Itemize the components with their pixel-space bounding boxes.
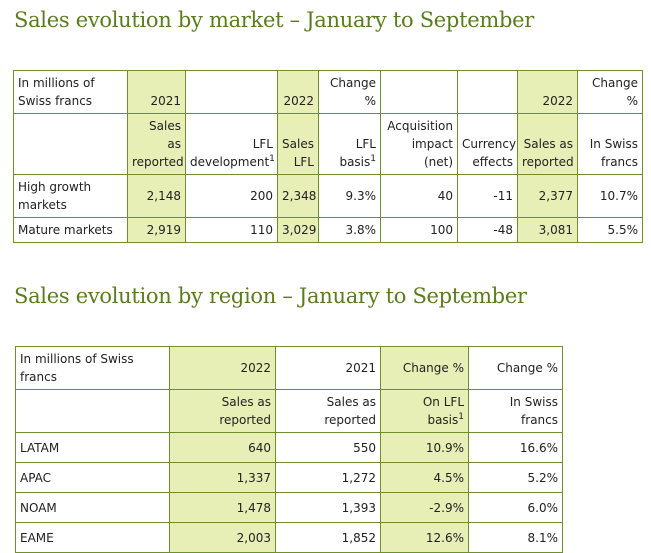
header-cell: 2022	[169, 346, 276, 390]
cell: 12.6%	[380, 522, 469, 553]
cell: 5.2%	[468, 462, 563, 493]
cell: 640	[169, 432, 276, 463]
cell: 110	[185, 217, 278, 243]
header-cell: 2022	[517, 70, 578, 114]
header-cell: Sales as reported	[127, 113, 186, 175]
header-cell: In millions of Swiss francs	[15, 346, 170, 390]
cell: 4.5%	[380, 462, 469, 493]
cell: 10.7%	[577, 174, 643, 218]
cell: 9.3%	[318, 174, 381, 218]
cell: 1,478	[169, 492, 276, 523]
header-cell: In Swiss francs	[468, 389, 563, 433]
cell: 3.8%	[318, 217, 381, 243]
header-cell	[13, 113, 128, 175]
cell: -11	[457, 174, 518, 218]
header-cell: LFL development1	[185, 113, 278, 175]
header-cell: 2022	[277, 70, 319, 114]
row-label: NOAM	[15, 492, 170, 523]
cell: 2,377	[517, 174, 578, 218]
table-row: EAME 2,003 1,852 12.6% 8.1%	[15, 522, 563, 553]
cell: 1,272	[275, 462, 381, 493]
cell: 5.5%	[577, 217, 643, 243]
header-row: In millions of Swiss francs 2022 2021 Ch…	[15, 346, 563, 390]
header-label: On LFL basis	[422, 395, 464, 427]
cell: 3,081	[517, 217, 578, 243]
cell: 200	[185, 174, 278, 218]
table-row: Mature markets 2,919 110 3,029 3.8% 100 …	[13, 217, 643, 243]
header-cell: Currency effects	[457, 113, 518, 175]
row-label: EAME	[15, 522, 170, 553]
subheader-row: Sales as reported Sales as reported On L…	[15, 389, 563, 433]
header-cell	[457, 70, 518, 114]
cell: 1,337	[169, 462, 276, 493]
cell: 2,148	[127, 174, 186, 218]
header-cell: 2021	[127, 70, 186, 114]
header-cell: Change %	[468, 346, 563, 390]
header-row: In millions of Swiss francs 2021 2022 Ch…	[13, 70, 643, 114]
cell: 1,852	[275, 522, 381, 553]
footnote-mark: 1	[458, 412, 464, 422]
header-cell: Sales as reported	[517, 113, 578, 175]
header-cell: 2021	[275, 346, 381, 390]
row-label: Mature markets	[13, 217, 128, 243]
table-row: NOAM 1,478 1,393 -2.9% 6.0%	[15, 492, 563, 523]
table-row: LATAM 640 550 10.9% 16.6%	[15, 432, 563, 463]
cell: 3,029	[277, 217, 319, 243]
cell: 10.9%	[380, 432, 469, 463]
header-cell: Change %	[380, 346, 469, 390]
header-cell: Change %	[318, 70, 381, 114]
header-cell: Acquisition impact (net)	[380, 113, 458, 175]
cell: 8.1%	[468, 522, 563, 553]
row-label: APAC	[15, 462, 170, 493]
cell: -2.9%	[380, 492, 469, 523]
table-row: High growth markets 2,148 200 2,348 9.3%…	[13, 174, 643, 218]
sales-by-market-table: In millions of Swiss francs 2021 2022 Ch…	[13, 70, 643, 243]
row-label: LATAM	[15, 432, 170, 463]
cell: 16.6%	[468, 432, 563, 463]
header-cell: Sales as reported	[169, 389, 276, 433]
cell: 6.0%	[468, 492, 563, 523]
region-table-title: Sales evolution by region – January to S…	[14, 284, 527, 308]
header-cell: Sales as reported	[275, 389, 381, 433]
sales-by-region-table: In millions of Swiss francs 2022 2021 Ch…	[15, 346, 563, 553]
cell: 2,003	[169, 522, 276, 553]
cell: 1,393	[275, 492, 381, 523]
footnote-mark: 1	[370, 154, 376, 164]
table-row: APAC 1,337 1,272 4.5% 5.2%	[15, 462, 563, 493]
subheader-row: Sales as reported LFL development1 Sales…	[13, 113, 643, 175]
cell: 550	[275, 432, 381, 463]
cell: 40	[380, 174, 458, 218]
header-cell: On LFL basis1	[380, 389, 469, 433]
market-table-title: Sales evolution by market – January to S…	[14, 8, 534, 32]
header-cell: Sales LFL	[277, 113, 319, 175]
header-label: LFL development	[190, 137, 273, 169]
cell: 2,919	[127, 217, 186, 243]
header-cell	[380, 70, 458, 114]
cell: 100	[380, 217, 458, 243]
row-label: High growth markets	[13, 174, 128, 218]
cell: 2,348	[277, 174, 319, 218]
header-cell	[15, 389, 170, 433]
header-cell: Change %	[577, 70, 643, 114]
header-cell: LFL basis1	[318, 113, 381, 175]
header-cell: In Swiss francs	[577, 113, 643, 175]
cell: -48	[457, 217, 518, 243]
header-label: LFL basis	[339, 137, 376, 169]
footnote-mark: 1	[269, 154, 275, 164]
header-cell	[185, 70, 278, 114]
header-cell: In millions of Swiss francs	[13, 70, 128, 114]
